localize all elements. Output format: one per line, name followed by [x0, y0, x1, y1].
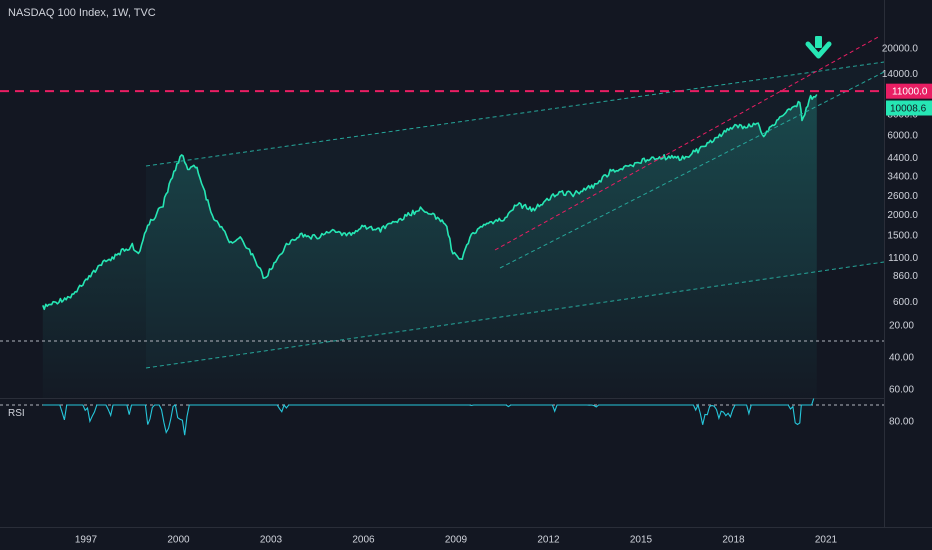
- price-tick-label: 3400.0: [887, 172, 918, 183]
- price-tick-label: 1500.0: [887, 231, 918, 242]
- time-tick-label: 1997: [75, 535, 98, 546]
- channel-upper-line: [145, 61, 885, 167]
- chart-title: NASDAQ 100 Index, 1W, TVC: [8, 7, 156, 19]
- price-tick-label: 6000.0: [887, 131, 918, 142]
- time-tick-label: 2006: [352, 535, 375, 546]
- rsi-tick-label: 60.00: [889, 385, 914, 396]
- svg-text:11000.0: 11000.0: [892, 87, 928, 98]
- time-tick-label: 2003: [260, 535, 283, 546]
- price-tick-label: 600.0: [893, 297, 918, 308]
- price-tick-label: 1100.0: [888, 253, 918, 264]
- price-tick-label: 860.0: [893, 271, 918, 282]
- last-price-badge: 10008.6: [886, 100, 932, 116]
- rsi-tick-label: 80.00: [889, 417, 914, 428]
- down-arrow-icon: [805, 36, 832, 59]
- rsi-tick-label: 40.00: [889, 353, 914, 364]
- time-tick-label: 2021: [815, 535, 838, 546]
- time-tick-label: 2009: [445, 535, 468, 546]
- price-tick-label: 4400.0: [887, 153, 918, 164]
- rsi-line: [42, 398, 815, 436]
- rsi-tick-label: 20.00: [889, 321, 914, 332]
- time-tick-label: 2018: [722, 535, 745, 546]
- svg-text:10008.6: 10008.6: [890, 104, 927, 115]
- time-tick-label: 2015: [630, 535, 653, 546]
- time-tick-label: 2000: [167, 535, 190, 546]
- channel-lower-line: [145, 261, 885, 369]
- price-tick-label: 20000.0: [882, 43, 919, 54]
- price-pane: [0, 35, 885, 398]
- price-tick-label: 14000.0: [882, 69, 919, 80]
- time-tick-label: 2012: [537, 535, 560, 546]
- rsi-pane-label: RSI: [8, 408, 25, 419]
- level-price-badge: 11000.0: [886, 83, 932, 99]
- price-area: [42, 94, 817, 398]
- support-trend-line: [499, 71, 885, 269]
- resistance-trend-line: [494, 35, 881, 251]
- price-tick-label: 2000.0: [887, 210, 918, 221]
- price-tick-label: 2600.0: [887, 191, 918, 202]
- rsi-pane: [0, 340, 884, 436]
- price-line: [42, 94, 818, 311]
